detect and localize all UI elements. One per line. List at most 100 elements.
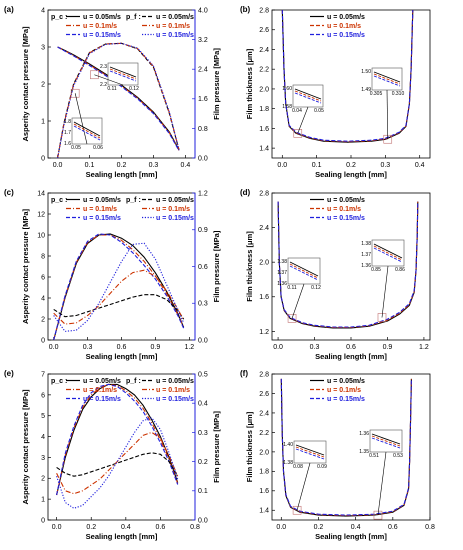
legend-label: u = 0.05m/s (83, 14, 121, 21)
series-line (56, 431, 179, 495)
inset-series-line (373, 243, 403, 259)
inset-y-label: 1.49 (361, 87, 371, 93)
inset-series-line (371, 433, 401, 445)
legend-label: u = 0.05m/s (156, 197, 194, 204)
y-tick-label: 4 (41, 295, 45, 302)
x-tick-label: 0.2 (86, 524, 96, 531)
y-axis-label: Film thickness [μm] (245, 48, 254, 119)
series-line (56, 417, 179, 509)
legend-label: u = 0.05m/s (327, 378, 365, 385)
x-tick-label: 0.0 (273, 344, 283, 351)
legend-label: u = 0.1m/s (156, 23, 190, 30)
legend-label: u = 0.05m/s (327, 14, 365, 21)
x-tick-label: 0.3 (149, 162, 159, 169)
y-tick-label: 12 (37, 211, 45, 218)
chart-panel: 0.0 0.3 0.6 0.9 1.2 0 2 4 6 8 10 12 14 0.0 0.3 0.6 0.9 1.… (21, 190, 221, 361)
y2-tick-label: 1.6 (198, 96, 208, 103)
inset-x-label: 0.04 (292, 108, 302, 114)
inset-y-label: 1.8 (64, 119, 71, 125)
series-line (281, 9, 414, 142)
legend-label: u = 0.05m/s (327, 197, 365, 204)
y2-tick-label: 0.0 (198, 337, 208, 344)
inset-series-line (371, 437, 401, 449)
series-line (57, 46, 180, 151)
legend-label: u = 0.1m/s (327, 206, 361, 213)
inset-pointer (377, 451, 387, 516)
panel-label-f: (f) (240, 369, 248, 378)
y-tick-label: 2.0 (259, 86, 269, 93)
legend-label: u = 0.1m/s (83, 206, 117, 213)
legend-heading: p_c : (51, 14, 67, 21)
y2-tick-label: 0.0 (198, 155, 208, 162)
legend-label: u = 0.1m/s (83, 387, 117, 394)
y-tick-label: 2.2 (259, 430, 269, 437)
inset-series-line (373, 245, 403, 261)
y-tick-label: 1.4 (259, 146, 269, 153)
x-tick-label: 0.3 (380, 162, 390, 169)
legend-label: u = 0.05m/s (83, 197, 121, 204)
y-tick-label: 2.0 (259, 260, 269, 267)
panel-label-e: (e) (4, 369, 14, 378)
y2-tick-label: 0.5 (198, 371, 208, 378)
legend-heading: p_c : (51, 378, 67, 385)
x-tick-label: 0.0 (53, 162, 63, 169)
x-axis-label: Sealing length [mm] (86, 532, 158, 541)
y-axis-label: Asperity contact pressure [MPa] (21, 389, 30, 505)
zoom-region (90, 70, 99, 80)
y-tick-label: 6 (41, 392, 45, 399)
legend-label: u = 0.05m/s (156, 14, 194, 21)
y-axis-label: Film thickness [μm] (245, 231, 254, 302)
x-axis-label: Sealing length [mm] (315, 532, 387, 541)
inset-series-line (373, 247, 403, 263)
inset-series-line (73, 123, 101, 139)
x-tick-label: 0.4 (121, 524, 131, 531)
y2-tick-label: 0.2 (198, 459, 208, 466)
inset-series-line (73, 125, 101, 141)
zoom-region (287, 314, 297, 323)
legend-label: u = 0.15m/s (156, 215, 194, 222)
series-line (53, 233, 185, 341)
y-axis-label: Film thickness [μm] (245, 411, 254, 482)
plot-frame (271, 373, 431, 521)
inset-series-line (109, 70, 137, 82)
x-tick-label: 0.8 (190, 524, 200, 531)
y-tick-label: 2.8 (259, 371, 269, 378)
y-tick-label: 2.0 (259, 449, 269, 456)
chart-panel: 0.0 0.2 0.4 0.6 0.8 0 1 2 3 4 5 6 7 0.0 0.1 0.2 0.3 0.4 0.… (21, 371, 221, 541)
legend-label: u = 0.1m/s (327, 23, 361, 30)
series-line (57, 42, 180, 159)
inset-y-label: 1.40 (283, 442, 293, 448)
inset-y-label: 2.3 (100, 64, 107, 70)
y-tick-label: 7 (41, 371, 45, 378)
zoom-region (292, 505, 302, 515)
x-axis-label: Sealing length [mm] (315, 170, 387, 179)
inset-pointer (297, 106, 309, 134)
legend-label: u = 0.1m/s (156, 387, 190, 394)
x-tick-label: 0.6 (346, 344, 356, 351)
y-tick-label: 2.4 (259, 47, 269, 54)
x-tick-label: 0.6 (388, 524, 398, 531)
legend-label: u = 0.15m/s (156, 396, 194, 403)
chart-panel: 0.0 0.1 0.2 0.3 0.4 0 1 2 3 4 0.0 0.8 1.6 2.4 3.2 4.0 Fi… (21, 7, 221, 179)
inset-x-label: 0.09 (317, 464, 327, 470)
inset-series-line (371, 435, 401, 447)
inset-x-label: 0.11 (287, 285, 297, 291)
y-tick-label: 8 (41, 253, 45, 260)
inset-x-label: 0.51 (369, 453, 379, 459)
inset-pointer (74, 93, 88, 145)
inset-series-line (373, 73, 401, 85)
series-line (56, 383, 179, 496)
inset-series-line (289, 261, 319, 277)
inset-x-label: 0.08 (293, 464, 303, 470)
chart-panel: 0.0 0.2 0.4 0.6 0.8 1.4 1.6 1.8 2.0 2.2 2.4 2.6 2.8 S… (245, 371, 435, 541)
series-line (53, 294, 185, 320)
x-tick-label: 0.0 (52, 524, 62, 531)
y-tick-label: 3 (41, 455, 45, 462)
zoom-inset: 1.40 1.380.08 0.09 (283, 440, 327, 515)
legend-heading: p_f : (126, 378, 141, 385)
y2-tick-label: 1.2 (198, 190, 208, 197)
x-tick-label: 0.6 (117, 344, 127, 351)
y-tick-label: 2.6 (259, 391, 269, 398)
x-tick-label: 0.9 (383, 344, 393, 351)
inset-x-label: 0.12 (311, 285, 321, 291)
